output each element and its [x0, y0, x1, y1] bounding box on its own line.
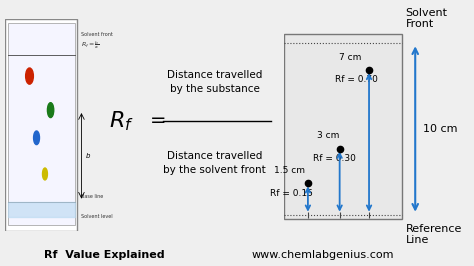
Bar: [9, 23, 75, 225]
Ellipse shape: [26, 68, 33, 84]
Text: Distance travelled
by the solvent front: Distance travelled by the solvent front: [164, 151, 266, 175]
Text: Rf = 0.15: Rf = 0.15: [270, 189, 313, 198]
Text: www.chemlabgenius.com: www.chemlabgenius.com: [251, 250, 393, 260]
Ellipse shape: [43, 168, 47, 180]
Text: 3 cm: 3 cm: [317, 131, 339, 140]
Text: Distance travelled
by the substance: Distance travelled by the substance: [167, 70, 263, 94]
Text: 10 cm: 10 cm: [423, 124, 457, 134]
Text: Rf = 0.70: Rf = 0.70: [335, 75, 378, 84]
Ellipse shape: [47, 103, 54, 118]
Bar: [284, 34, 402, 219]
Text: 1.5 cm: 1.5 cm: [274, 166, 305, 175]
Text: $\mathit{R_f}$: $\mathit{R_f}$: [109, 109, 133, 132]
Text: =: =: [150, 111, 166, 130]
Text: 7 cm: 7 cm: [339, 53, 361, 62]
Ellipse shape: [34, 131, 39, 145]
Text: b: b: [86, 153, 91, 159]
Text: Solvent level: Solvent level: [81, 214, 112, 219]
Text: Solvent
Front: Solvent Front: [406, 8, 448, 30]
Text: Rf = 0.30: Rf = 0.30: [313, 154, 356, 163]
Bar: [5, 19, 77, 231]
Text: $R_f = \frac{b}{a}$: $R_f = \frac{b}{a}$: [81, 40, 99, 51]
Text: Base line: Base line: [81, 194, 103, 200]
Text: Rf  Value Explained: Rf Value Explained: [44, 250, 164, 260]
Text: Reference
Line: Reference Line: [406, 224, 462, 246]
Text: Solvent front: Solvent front: [81, 32, 112, 37]
